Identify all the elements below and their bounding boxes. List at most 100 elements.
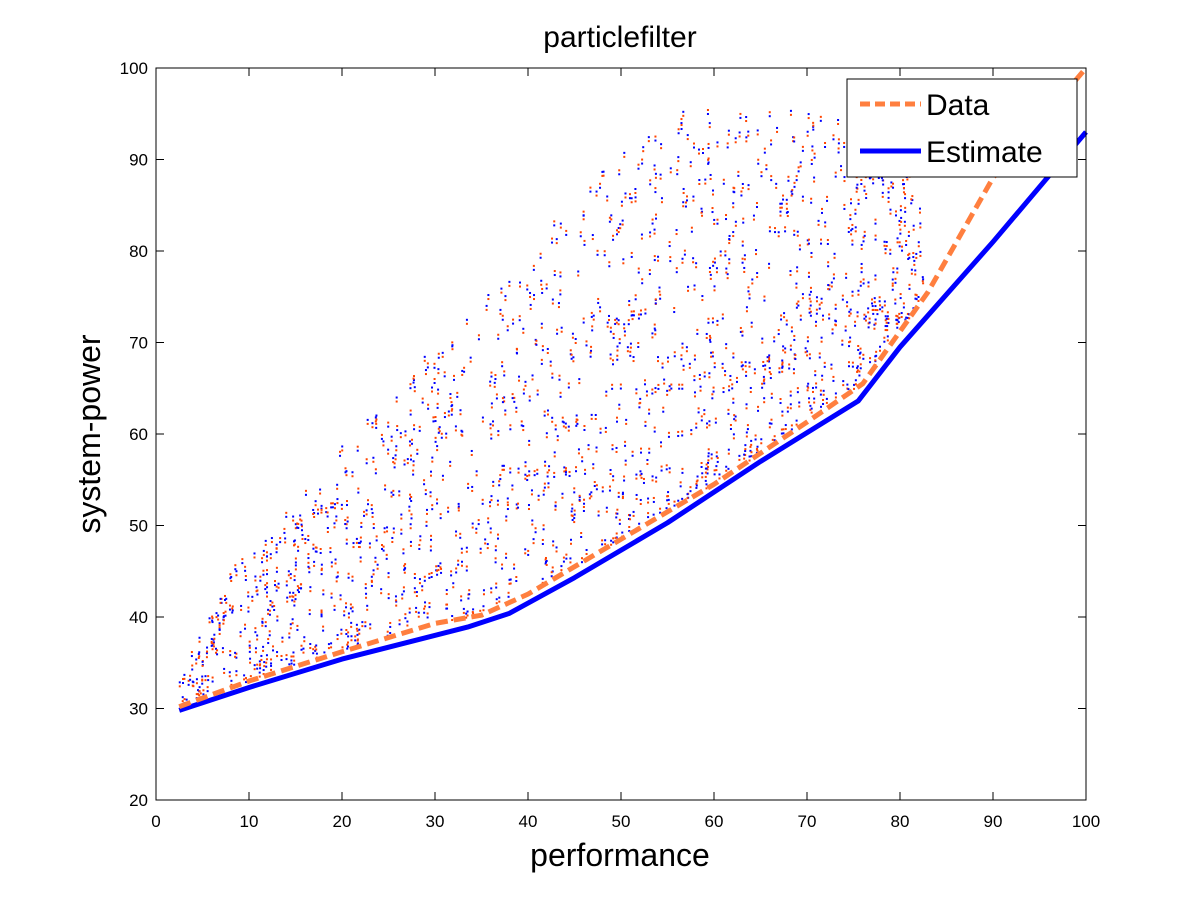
scatter-point — [460, 429, 463, 432]
scatter-point — [403, 463, 406, 466]
scatter-point — [217, 614, 220, 617]
scatter-point — [297, 545, 300, 548]
scatter-point — [559, 222, 562, 225]
scatter-point — [886, 311, 889, 314]
scatter-point — [635, 473, 638, 476]
scatter-point — [892, 186, 895, 189]
scatter-point — [907, 253, 910, 256]
scatter-point — [797, 166, 800, 169]
scatter-point — [884, 252, 887, 255]
scatter-point — [713, 289, 716, 292]
scatter-point — [649, 235, 652, 238]
x-tick-label: 30 — [426, 812, 445, 831]
scatter-point — [395, 400, 398, 403]
scatter-point — [471, 611, 474, 614]
scatter-point — [356, 638, 359, 641]
scatter-point — [611, 448, 614, 451]
scatter-point — [698, 377, 701, 380]
scatter-point — [813, 180, 816, 183]
scatter-point — [634, 187, 637, 190]
scatter-point — [902, 302, 905, 305]
scatter-point — [616, 512, 619, 515]
scatter-point — [739, 112, 742, 115]
scatter-point — [738, 135, 741, 138]
scatter-point — [682, 364, 685, 367]
scatter-point — [727, 408, 730, 411]
scatter-point — [431, 508, 434, 511]
scatter-point — [615, 532, 618, 535]
scatter-point — [382, 440, 385, 443]
scatter-point — [286, 600, 289, 603]
scatter-point — [834, 396, 837, 399]
scatter-point — [325, 507, 328, 510]
scatter-point — [513, 567, 516, 570]
scatter-point — [863, 189, 866, 192]
scatter-point — [459, 536, 462, 539]
scatter-point — [387, 593, 390, 596]
scatter-point — [299, 518, 302, 521]
scatter-point — [621, 491, 624, 494]
scatter-point — [707, 157, 710, 160]
scatter-point — [431, 456, 434, 459]
scatter-point — [349, 603, 352, 606]
scatter-point — [579, 231, 582, 234]
scatter-point — [617, 495, 620, 498]
scatter-point — [883, 300, 886, 303]
scatter-point — [850, 233, 853, 236]
scatter-point — [527, 508, 530, 511]
scatter-point — [846, 383, 849, 386]
scatter-point — [528, 443, 531, 446]
scatter-point — [339, 450, 342, 453]
scatter-point — [265, 654, 268, 657]
scatter-point — [273, 608, 276, 611]
scatter-point — [197, 689, 200, 692]
scatter-point — [262, 649, 265, 652]
scatter-point — [457, 559, 460, 562]
scatter-point — [625, 422, 628, 425]
scatter-point — [841, 343, 844, 346]
scatter-point — [234, 655, 237, 658]
scatter-point — [211, 619, 214, 622]
scatter-point — [508, 582, 511, 585]
scatter-point — [333, 526, 336, 529]
scatter-point — [552, 540, 555, 543]
scatter-point — [406, 620, 409, 623]
scatter-point — [553, 224, 556, 227]
scatter-point — [906, 312, 909, 315]
scatter-point — [366, 608, 369, 611]
scatter-point — [423, 359, 426, 362]
scatter-point — [815, 312, 818, 315]
scatter-point — [518, 379, 521, 382]
scatter-point — [494, 557, 497, 560]
scatter-point — [195, 678, 198, 681]
scatter-point — [790, 194, 793, 197]
scatter-point — [742, 221, 745, 224]
scatter-point — [312, 648, 315, 651]
scatter-point — [725, 218, 728, 221]
scatter-point — [749, 449, 752, 452]
scatter-point — [741, 368, 744, 371]
scatter-point — [752, 218, 755, 221]
scatter-point — [559, 226, 562, 229]
scatter-point — [239, 635, 242, 638]
scatter-point — [288, 595, 291, 598]
scatter-point — [371, 422, 374, 425]
scatter-point — [648, 412, 651, 415]
scatter-point — [675, 229, 678, 232]
scatter-point — [747, 134, 750, 137]
scatter-point — [884, 315, 887, 318]
scatter-point — [617, 227, 620, 230]
scatter-point — [484, 542, 487, 545]
scatter-point — [213, 633, 216, 636]
scatter-point — [705, 332, 708, 335]
scatter-point — [243, 674, 246, 677]
scatter-point — [637, 163, 640, 166]
scatter-point — [713, 469, 716, 472]
scatter-point — [828, 288, 831, 291]
scatter-point — [891, 284, 894, 287]
scatter-point — [785, 319, 788, 322]
scatter-point — [898, 219, 901, 222]
scatter-point — [254, 579, 257, 582]
scatter-point — [809, 290, 812, 293]
scatter-point — [497, 337, 500, 340]
